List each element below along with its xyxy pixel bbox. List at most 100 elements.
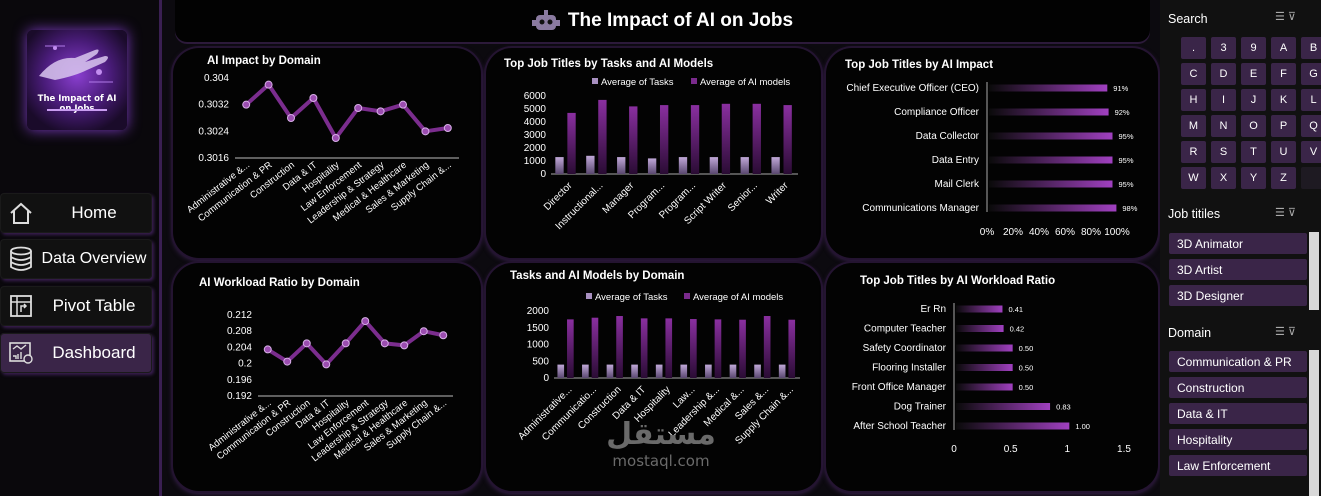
search-key-p[interactable]: P xyxy=(1271,115,1296,137)
search-key-o[interactable]: O xyxy=(1241,115,1266,137)
x-tick-label: 100% xyxy=(1104,227,1130,238)
y-tick-label: 0 xyxy=(543,373,549,384)
x-tick-label: 1 xyxy=(1065,444,1071,455)
watermark: مستقل mostaql.com xyxy=(598,418,724,471)
nav-data-overview-label: Data Overview xyxy=(41,250,147,267)
job-title-slicer-item[interactable]: 3D Artist xyxy=(1169,259,1307,280)
chart-title: AI Workload Ratio by Domain xyxy=(199,277,360,289)
search-key-f[interactable]: F xyxy=(1271,63,1296,85)
search-key-v[interactable]: V xyxy=(1301,141,1321,163)
multi-select-icon[interactable]: ☰ ⊽ xyxy=(1275,207,1296,219)
data-point xyxy=(354,104,363,112)
nav-home-label: Home xyxy=(71,203,117,222)
bar-tasks xyxy=(678,157,688,174)
domain-slicer-item[interactable]: Hospitality xyxy=(1169,429,1307,450)
search-key-3[interactable]: 3 xyxy=(1211,37,1236,59)
multi-select-icon[interactable]: ☰ ⊽ xyxy=(1275,326,1296,338)
nav-pivot-table-label: Pivot Table xyxy=(52,296,136,315)
search-key-9[interactable]: 9 xyxy=(1241,37,1266,59)
multi-select-icon[interactable]: ☰ ⊽ xyxy=(1275,11,1296,23)
domain-slicer-item[interactable]: Construction xyxy=(1169,377,1307,398)
legend-swatch xyxy=(684,293,690,299)
job-title-slicer-item[interactable]: 3D Animator xyxy=(1169,233,1307,254)
bar xyxy=(956,383,1013,391)
search-key-y[interactable]: Y xyxy=(1241,167,1266,189)
search-key-u[interactable]: U xyxy=(1271,141,1296,163)
search-key-z[interactable]: Z xyxy=(1271,167,1296,189)
bar-ai-models xyxy=(714,319,722,378)
domain-slicer-item[interactable]: Communication & PR xyxy=(1169,351,1307,372)
legend-label: Average of AI models xyxy=(700,77,790,88)
x-tick-label: 0% xyxy=(980,227,995,238)
data-point xyxy=(376,107,385,116)
domain-scrollbar[interactable] xyxy=(1309,350,1319,496)
bar-tasks xyxy=(680,364,688,378)
search-key-x[interactable]: X xyxy=(1211,167,1236,189)
data-label: 92% xyxy=(1115,108,1130,117)
y-tick-label: 0.3032 xyxy=(198,100,229,111)
bar xyxy=(989,180,1113,188)
logo-underline xyxy=(47,109,107,111)
search-key-s[interactable]: S xyxy=(1211,141,1236,163)
bar-ai-models xyxy=(591,317,599,378)
search-key-h[interactable]: H xyxy=(1181,89,1206,111)
y-tick-label: 4000 xyxy=(524,117,547,128)
nav-pivot-table-button[interactable]: Pivot Table xyxy=(0,286,152,326)
pivot-table-icon xyxy=(6,291,36,321)
search-key-l[interactable]: L xyxy=(1301,89,1321,111)
data-point xyxy=(380,339,389,348)
bar xyxy=(956,403,1051,410)
header: The Impact of AI on Jobs xyxy=(175,0,1150,42)
chart-title: Top Job Titles by AI Impact xyxy=(845,59,994,71)
workload-domain-chart: 0.2120.2080.2040.20.1960.192Administrati… xyxy=(206,310,453,464)
bar-ai-models xyxy=(783,105,792,174)
y-tick-label: 3000 xyxy=(524,130,547,141)
search-key-q[interactable]: Q xyxy=(1301,115,1321,137)
data-point xyxy=(443,124,452,132)
nav-home-button[interactable]: Home xyxy=(0,193,152,233)
y-tick-label: Data Entry xyxy=(932,155,979,166)
search-key-empty xyxy=(1301,167,1321,189)
search-key-n[interactable]: N xyxy=(1211,115,1236,137)
domain-slicer-item[interactable]: Data & IT xyxy=(1169,403,1307,424)
domain-slicer-item[interactable]: Law Enforcement xyxy=(1169,455,1307,476)
x-tick-label: Writer xyxy=(764,180,791,207)
search-key-w[interactable]: W xyxy=(1181,167,1206,189)
nav-data-overview-button[interactable]: Data Overview xyxy=(0,239,152,279)
y-tick-label: 0 xyxy=(540,169,546,180)
job-title-slicer-item[interactable]: 3D Designer xyxy=(1169,285,1307,306)
logo-text: The Impact of AI on Jobs xyxy=(37,94,117,114)
search-key-t[interactable]: T xyxy=(1241,141,1266,163)
bar-ai-models xyxy=(690,319,697,378)
y-tick-label: Front Office Manager xyxy=(852,382,947,393)
data-label: 0.42 xyxy=(1010,325,1025,334)
robot-icon xyxy=(531,10,560,30)
y-tick-label: 0.212 xyxy=(227,310,252,321)
nav-dashboard-button[interactable]: Dashboard xyxy=(0,333,152,373)
y-tick-label: Er Rn xyxy=(920,304,946,315)
search-key-e[interactable]: E xyxy=(1241,63,1266,85)
search-key-m[interactable]: M xyxy=(1181,115,1206,137)
search-key-d[interactable]: D xyxy=(1211,63,1236,85)
search-key-b[interactable]: B xyxy=(1301,37,1321,59)
bar xyxy=(989,84,1108,92)
legend-swatch xyxy=(592,78,598,84)
search-key-c[interactable]: C xyxy=(1181,63,1206,85)
data-point xyxy=(287,114,295,122)
search-key-j[interactable]: J xyxy=(1241,89,1266,111)
data-point xyxy=(399,100,407,109)
data-label: 0.50 xyxy=(1019,364,1034,373)
search-key-a[interactable]: A xyxy=(1271,37,1296,59)
data-label: 0.50 xyxy=(1019,383,1034,392)
y-tick-label: Mail Clerk xyxy=(935,179,980,190)
y-tick-label: Chief Executive Officer (CEO) xyxy=(846,83,979,94)
search-key-k[interactable]: K xyxy=(1271,89,1296,111)
search-key-dot[interactable]: . xyxy=(1181,37,1206,59)
search-key-i[interactable]: I xyxy=(1211,89,1236,111)
search-key-g[interactable]: G xyxy=(1301,63,1321,85)
search-key-r[interactable]: R xyxy=(1181,141,1206,163)
bar-ai-models xyxy=(659,105,669,174)
job-titles-scrollbar[interactable] xyxy=(1309,232,1319,310)
